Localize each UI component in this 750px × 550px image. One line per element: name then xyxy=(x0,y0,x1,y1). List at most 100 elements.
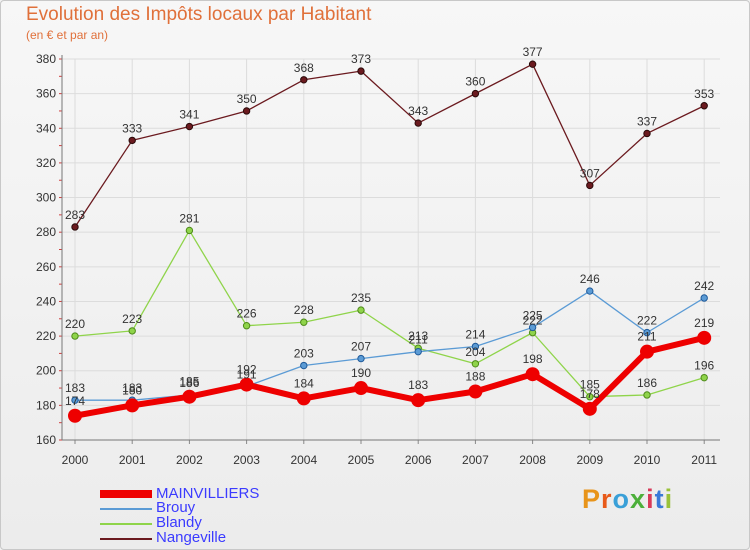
data-point-brouy xyxy=(586,287,594,295)
data-point-mainvilliers xyxy=(411,393,426,408)
y-tick-label: 160 xyxy=(36,433,56,447)
data-label-brouy: 203 xyxy=(294,347,314,361)
data-labels-layer: 283 333 341 350 368 373 343 360 377 307 337 353 220 2… xyxy=(65,45,715,408)
legend-label-mainvilliers: MAINVILLIERS xyxy=(156,485,260,502)
proxiti-logo: Proxiti xyxy=(582,484,673,515)
series-mainvilliers xyxy=(68,330,712,423)
data-point-blandy xyxy=(357,306,365,314)
data-point-blandy xyxy=(643,391,651,399)
x-tick-label: 2005 xyxy=(348,453,375,467)
data-label-brouy: 214 xyxy=(465,327,485,341)
data-point-nangeville xyxy=(586,181,594,190)
logo-letter: i xyxy=(664,484,674,514)
data-label-blandy: 213 xyxy=(408,329,428,343)
logo-letter: i xyxy=(646,484,655,514)
data-point-nangeville xyxy=(357,67,365,75)
series-nangeville xyxy=(71,60,708,231)
y-tick-label: 200 xyxy=(36,364,56,378)
x-tick-label: 2011 xyxy=(691,453,717,467)
legend-label-brouy: Brouy xyxy=(156,499,196,516)
data-point-nangeville xyxy=(242,107,251,115)
data-label-brouy: 207 xyxy=(351,340,371,354)
series-line-brouy xyxy=(75,290,705,401)
chart-axes: 160 180 200 220 240 260 280 300 320 340 360 380 2000… xyxy=(36,52,720,467)
data-label-brouy: 191 xyxy=(237,367,257,381)
data-point-mainvilliers xyxy=(182,389,197,404)
data-label-mainvilliers: 188 xyxy=(465,370,485,384)
x-tick-label: 2006 xyxy=(405,453,432,467)
data-label-brouy: 246 xyxy=(580,272,600,286)
data-point-brouy xyxy=(643,328,651,337)
x-tick-label: 2002 xyxy=(176,453,203,467)
data-label-blandy: 235 xyxy=(351,291,371,305)
data-point-brouy xyxy=(357,354,365,363)
y-tick-label: 320 xyxy=(36,156,56,170)
y-tick-label: 180 xyxy=(36,398,56,412)
legend-item-brouy: Brouy xyxy=(100,500,350,516)
data-point-nangeville xyxy=(128,136,136,145)
data-point-nangeville xyxy=(643,129,651,138)
x-tick-label: 2009 xyxy=(576,453,603,467)
data-label-mainvilliers: 184 xyxy=(294,376,314,390)
data-point-brouy xyxy=(414,347,422,356)
data-label-brouy: 183 xyxy=(122,381,142,395)
legend-swatch-nangeville xyxy=(100,538,152,540)
legend-swatch-mainvilliers xyxy=(100,490,152,498)
data-label-nangeville: 350 xyxy=(237,92,257,106)
data-label-mainvilliers: 180 xyxy=(122,383,142,397)
data-point-brouy xyxy=(300,361,308,370)
legend-item-blandy: Blandy xyxy=(100,515,350,531)
x-tick-label: 2000 xyxy=(62,453,89,467)
data-point-mainvilliers xyxy=(239,377,254,392)
data-label-brouy: 242 xyxy=(694,279,714,293)
data-point-blandy xyxy=(586,393,594,401)
data-label-nangeville: 353 xyxy=(694,87,714,101)
data-point-nangeville xyxy=(300,76,308,84)
y-tick-label: 360 xyxy=(36,87,56,101)
data-point-mainvilliers xyxy=(640,344,654,359)
legend-item-nangeville: Nangeville xyxy=(100,530,350,546)
series-blandy xyxy=(71,226,708,401)
data-point-mainvilliers xyxy=(296,391,311,406)
data-point-blandy xyxy=(128,327,136,335)
legend-label-blandy: Blandy xyxy=(156,514,202,531)
data-label-nangeville: 360 xyxy=(465,75,485,89)
data-label-nangeville: 307 xyxy=(580,166,600,180)
legend-swatch-brouy xyxy=(100,508,152,510)
data-label-blandy: 226 xyxy=(237,307,257,321)
data-label-blandy: 196 xyxy=(694,359,714,373)
data-point-blandy xyxy=(185,226,194,235)
data-label-brouy: 211 xyxy=(409,333,428,347)
data-label-blandy: 204 xyxy=(465,345,485,359)
data-label-nangeville: 283 xyxy=(65,208,85,222)
data-point-brouy xyxy=(700,294,708,302)
data-label-brouy: 183 xyxy=(65,381,85,395)
series-line-blandy xyxy=(74,229,705,398)
data-point-nangeville xyxy=(528,60,537,68)
data-label-brouy: 222 xyxy=(637,314,657,328)
data-label-nangeville: 343 xyxy=(408,104,428,118)
data-label-nangeville: 333 xyxy=(122,121,142,135)
y-tick-label: 240 xyxy=(36,294,56,308)
data-point-mainvilliers xyxy=(697,330,712,345)
data-label-nangeville: 368 xyxy=(294,61,314,75)
data-label-mainvilliers: 219 xyxy=(694,316,714,330)
data-label-blandy: 186 xyxy=(637,376,657,390)
data-label-blandy: 222 xyxy=(523,314,543,328)
data-point-blandy xyxy=(700,373,708,382)
data-point-brouy xyxy=(471,342,480,351)
y-tick-label: 220 xyxy=(36,329,56,343)
data-point-mainvilliers xyxy=(525,367,540,382)
data-label-nangeville: 337 xyxy=(637,114,657,128)
data-label-blandy: 228 xyxy=(294,303,314,317)
data-label-mainvilliers: 190 xyxy=(351,366,371,380)
data-point-mainvilliers xyxy=(125,398,140,413)
data-point-mainvilliers xyxy=(582,401,597,416)
logo-letter: x xyxy=(630,484,647,514)
data-label-mainvilliers: 211 xyxy=(637,330,656,344)
data-point-nangeville xyxy=(414,119,422,127)
legend-item-mainvilliers: MAINVILLIERS xyxy=(100,486,350,502)
data-label-mainvilliers: 185 xyxy=(179,375,199,389)
data-point-nangeville xyxy=(700,102,708,110)
